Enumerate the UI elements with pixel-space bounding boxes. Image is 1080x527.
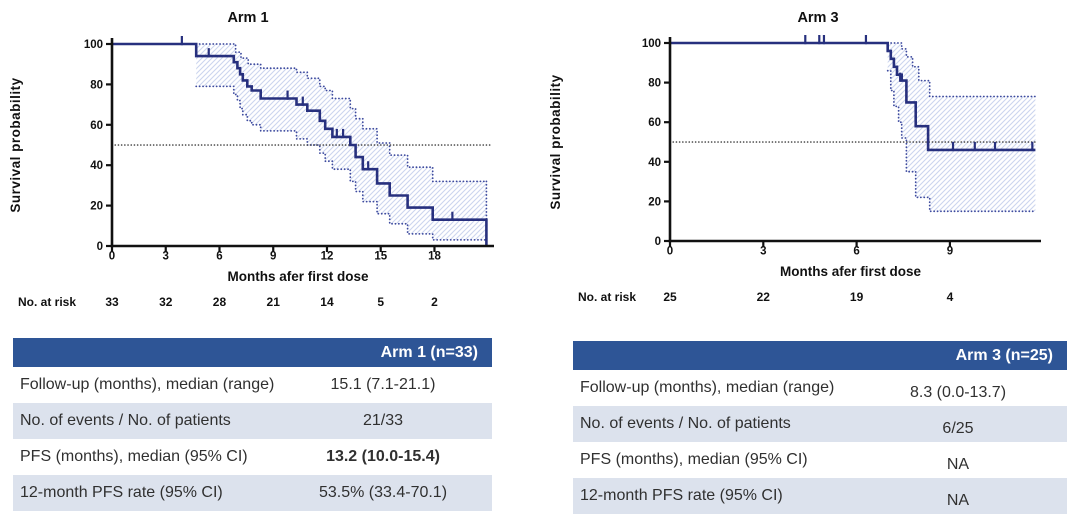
axes [106,38,494,252]
x-tick-label: 9 [947,246,953,258]
table-header-arm3-label: Arm 3 (n=25) [955,346,1053,364]
row-value: 8.3 (0.0-13.7) [909,384,1007,401]
table-row-pfs-median: PFS (months), median (95% CI) 13.2 (10.0… [13,439,492,475]
y-tick-label: 20 [90,201,103,213]
km-chart-arm1: 0 20 40 60 80 100 0 3 6 9 12 15 18 Arm 1 Survival prob… [0,0,540,315]
y-axis-label: Survival probability [8,77,23,212]
table-row-events: No. of events / No. of patients 6/25 [573,406,1067,442]
table-row-pfs-rate: 12-month PFS rate (95% CI) NA [573,478,1067,514]
at-risk-count: 2 [431,295,438,309]
x-tick-label: 9 [270,251,276,263]
ci-upper-line [886,42,1037,98]
km-plot: 0 20 40 60 80 100 0 3 6 9 12 15 18 Arm 1 Survival prob… [8,10,494,309]
row-value: 53.5% (33.4-70.1) [318,484,448,501]
x-tick-label: 0 [667,246,673,258]
at-risk-count: 25 [663,290,677,304]
x-axis-label: Months afer first dose [780,264,922,279]
x-tick-label: 3 [760,246,766,258]
y-tick-label: 80 [648,78,661,90]
y-tick-label: 40 [90,160,103,172]
x-tick-label: 3 [163,251,169,263]
at-risk-label: No. at risk [18,295,76,309]
at-risk-count: 14 [320,295,334,309]
row-label: No. of events / No. of patients [20,412,231,429]
km-chart-arm3: 0 20 40 60 80 100 0 3 6 9 Arm 3 Survival probabilit… [540,0,1080,315]
row-value: 6/25 [942,420,974,437]
row-label: Follow-up (months), median (range) [580,379,835,396]
censor-marks [804,35,1034,152]
x-tick-label: 6 [216,251,222,263]
table-row-pfs-rate: 12-month PFS rate (95% CI) 53.5% (33.4-7… [13,475,492,511]
table-row-followup: Follow-up (months), median (range) 15.1 … [13,367,492,403]
y-tick-label: 100 [642,38,661,50]
at-risk-count: 33 [105,295,119,309]
x-axis-label: Months afer first dose [227,269,369,284]
ci-lower-line [886,69,1037,213]
at-risk-count: 21 [267,295,281,309]
row-value: 15.1 (7.1-21.1) [330,376,436,393]
at-risk-count: 22 [757,290,771,304]
ci-lower-line [195,85,488,241]
row-value: NA [946,492,970,509]
ci-band [196,44,487,240]
censor-marks [180,36,454,221]
axes [664,37,1041,247]
y-tick-label: 0 [97,241,103,253]
table-row-followup: Follow-up (months), median (range) 8.3 (… [573,370,1067,406]
km-plot: 0 20 40 60 80 100 0 3 6 9 Arm 3 Survival probabilit… [548,10,1041,304]
x-tick-label: 15 [374,251,387,263]
x-tick-label: 12 [321,251,334,263]
table-header-arm1: Arm 1 (n=33) [13,338,492,367]
at-risk-label: No. at risk [578,290,636,304]
y-axis-label: Survival probability [548,74,563,209]
summary-table-arm3: Arm 3 (n=25) Follow-up (months), median … [573,341,1067,514]
y-tick-label: 100 [84,39,103,51]
ci-band [887,43,1036,212]
y-tick-label: 0 [655,236,661,248]
y-tick-label: 60 [90,120,103,132]
chart-title: Arm 1 [227,10,268,26]
row-label: PFS (months), median (95% CI) [580,451,808,468]
x-tick-label: 0 [109,251,115,263]
at-risk-count: 5 [377,295,384,309]
y-tick-label: 60 [648,117,661,129]
at-risk-count: 32 [159,295,173,309]
at-risk-count: 28 [213,295,227,309]
table-row-pfs-median: PFS (months), median (95% CI) NA [573,442,1067,478]
table-row-events: No. of events / No. of patients 21/33 [13,403,492,439]
at-risk-count: 4 [947,290,954,304]
row-label: No. of events / No. of patients [580,415,791,432]
table-header-arm1-label: Arm 1 (n=33) [380,343,478,361]
at-risk-count: 19 [850,290,864,304]
row-value: NA [946,456,970,473]
km-curve [112,42,488,246]
row-value: 21/33 [362,412,404,429]
chart-title: Arm 3 [797,10,838,26]
row-label: Follow-up (months), median (range) [20,376,275,393]
row-label: PFS (months), median (95% CI) [20,448,248,465]
y-tick-label: 80 [90,79,103,91]
ci-upper-line [195,43,488,183]
row-label: 12-month PFS rate (95% CI) [20,484,223,501]
row-label: 12-month PFS rate (95% CI) [580,487,783,504]
y-tick-label: 20 [648,196,661,208]
x-tick-label: 18 [428,251,441,263]
x-tick-label: 6 [853,246,859,258]
summary-table-arm1: Arm 1 (n=33) Follow-up (months), median … [13,338,492,511]
y-tick-label: 40 [648,157,661,169]
row-value: 13.2 (10.0-15.4) [326,448,440,465]
table-header-arm3: Arm 3 (n=25) [573,341,1067,370]
